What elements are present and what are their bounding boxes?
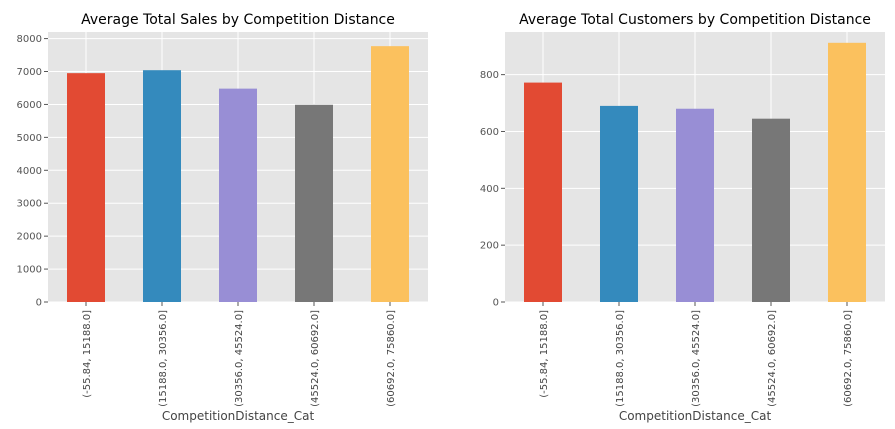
y-tick-label: 8000 (17, 34, 42, 45)
x-tick-label: (30356.0, 45524.0] (691, 310, 702, 407)
y-tick-label: 2000 (17, 232, 42, 243)
y-tick-label: 3000 (17, 199, 42, 210)
y-tick-label: 0 (36, 298, 42, 309)
bar (752, 118, 790, 303)
x-tick-label: (60692.0, 75860.0] (386, 310, 397, 407)
bar (219, 88, 257, 302)
y-tick-label: 200 (480, 241, 499, 252)
x-tick-label: (15188.0, 30356.0] (158, 310, 169, 407)
y-tick-label: 7000 (17, 67, 42, 78)
chart-title: Average Total Sales by Competition Dista… (81, 12, 395, 28)
x-axis-label: CompetitionDistance_Cat (619, 409, 772, 423)
x-tick-label: (30356.0, 45524.0] (234, 310, 245, 407)
x-tick-label: (-55.84, 15188.0] (539, 310, 550, 398)
y-tick-label: 6000 (17, 100, 42, 111)
chart-title: Average Total Customers by Competition D… (519, 12, 871, 28)
chart-1: 0 1000 2000 3000 4000 5000 6000 7000 8000 (-55.84… (17, 12, 428, 423)
x-tick-label: (-55.84, 15188.0] (82, 310, 93, 398)
bar (524, 82, 562, 302)
y-tick-label: 5000 (17, 133, 42, 144)
x-tick-label: (45524.0, 60692.0] (767, 310, 778, 407)
y-tick-label: 600 (480, 127, 499, 138)
bar (295, 104, 333, 302)
x-tick-label: (15188.0, 30356.0] (615, 310, 626, 407)
x-tick-label: (45524.0, 60692.0] (310, 310, 321, 407)
bar (676, 108, 714, 302)
bar (67, 73, 105, 302)
y-tick-label: 400 (480, 184, 499, 195)
chart-2: 0 200 400 600 800 (-55.84, 15188.0] (15188.0, … (480, 12, 885, 423)
bar (371, 46, 409, 302)
y-tick-label: 800 (480, 70, 499, 81)
bar (143, 70, 181, 302)
bar (600, 105, 638, 302)
y-tick-label: 4000 (17, 166, 42, 177)
y-tick-label: 0 (493, 298, 499, 309)
y-tick-label: 1000 (17, 265, 42, 276)
x-tick-label: (60692.0, 75860.0] (843, 310, 854, 407)
x-axis-label: CompetitionDistance_Cat (162, 409, 315, 423)
bar (828, 42, 866, 303)
